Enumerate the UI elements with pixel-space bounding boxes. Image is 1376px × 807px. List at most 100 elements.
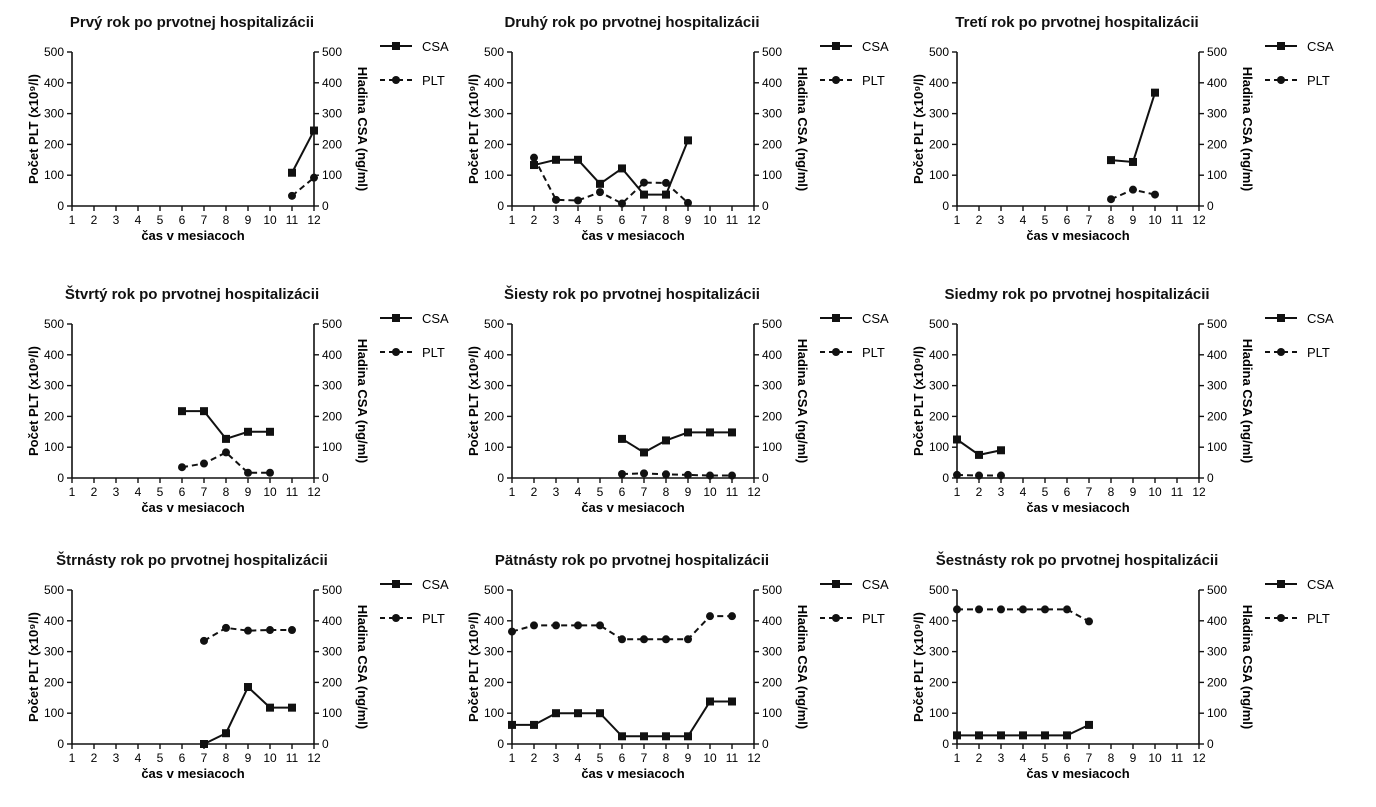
x-tick-label: 8 [663,213,670,227]
csa-point [975,731,983,740]
y-tick-label: 500 [484,317,504,331]
legend-marker-plt [392,348,400,356]
y-tick-label: 400 [484,348,504,362]
csa-point [684,136,692,145]
legend-marker-plt [1277,76,1285,84]
plt-point [997,471,1005,480]
plt-point [1107,195,1115,204]
x-tick-label: 1 [509,213,516,227]
csa-point [596,179,604,188]
chart-title: Pätnásty rok po prvotnej hospitalizácii [494,552,770,569]
x-tick-label: 3 [113,751,120,765]
plt-point [552,195,560,204]
y-tick-label: 400 [929,76,949,90]
y-tick-label: 400 [484,76,504,90]
x-tick-label: 12 [747,485,761,499]
x-tick-label: 9 [245,751,252,765]
y2-tick-label: 100 [1207,706,1227,720]
y2-tick-label: 400 [322,76,342,90]
x-tick-label: 3 [553,213,560,227]
x-tick-label: 9 [685,213,692,227]
x-tick-label: 10 [703,485,717,499]
x-tick-label: 1 [69,213,76,227]
y-axis-label: Počet PLT (x10⁹/l) [466,74,481,184]
plt-point [288,191,296,200]
csa-point [244,683,252,692]
chart-title: Štvrtý rok po prvotnej hospitalizácii [64,286,320,303]
x-tick-label: 5 [1042,751,1049,765]
legend-label-csa: CSA [1307,577,1334,592]
y2-tick-label: 500 [322,583,342,597]
y-tick-label: 0 [942,471,949,485]
y-tick-label: 0 [942,199,949,213]
series-line-plt [181,451,270,474]
legend-label-csa: CSA [422,39,449,54]
series-line-plt [621,472,732,477]
y2-tick-label: 200 [322,675,342,689]
y2-tick-label: 500 [1207,317,1227,331]
y-tick-label: 200 [484,675,504,689]
x-tick-label: 1 [954,751,961,765]
legend-marker-plt [832,614,840,622]
x-tick-label: 12 [307,751,321,765]
y2-tick-label: 400 [1207,76,1227,90]
plt-point [953,470,961,479]
csa-point [200,407,208,416]
y2-tick-label: 300 [322,645,342,659]
x-tick-label: 3 [998,213,1005,227]
csa-point [530,161,538,170]
x-tick-label: 8 [663,485,670,499]
x-tick-label: 5 [157,751,164,765]
x-tick-label: 11 [1171,213,1184,227]
x-tick-label: 10 [703,213,717,227]
plt-point [244,626,252,635]
x-tick-label: 2 [91,485,98,499]
x-axis-label: čas v mesiacoch [1026,500,1129,515]
x-axis-label: čas v mesiacoch [141,500,244,515]
plt-point [178,463,186,472]
y2-tick-label: 400 [1207,348,1227,362]
csa-point [310,126,318,135]
legend-label-plt: PLT [1307,345,1330,360]
y2-tick-label: 500 [1207,45,1227,59]
legend-marker-csa [392,580,400,588]
plt-point [684,198,692,207]
y-axis-label: Počet PLT (x10⁹/l) [26,612,41,722]
y2-tick-label: 100 [762,168,782,182]
y2-tick-label: 0 [1207,737,1214,751]
x-tick-label: 6 [179,213,186,227]
y2-tick-label: 0 [1207,471,1214,485]
plt-point [640,178,648,187]
plt-point [640,469,648,478]
x-tick-label: 1 [69,751,76,765]
y2-tick-label: 0 [762,471,769,485]
chart-title: Prvý rok po prvotnej hospitalizácii [69,14,315,31]
y2-tick-label: 400 [762,614,782,628]
legend-marker-csa [832,314,840,322]
x-tick-label: 7 [641,485,648,499]
csa-point [244,427,252,436]
y-tick-label: 300 [44,645,64,659]
series-line-csa [621,431,732,454]
y-tick-label: 0 [57,199,64,213]
legend-label-csa: CSA [1307,39,1334,54]
legend-label-csa: CSA [862,39,889,54]
x-tick-label: 3 [998,485,1005,499]
y-tick-label: 200 [929,675,949,689]
csa-point [953,731,961,740]
csa-point [1129,157,1137,166]
y2-axis-label: Hladina CSA (ng/ml) [355,67,370,191]
csa-point [288,168,296,177]
legend-label-plt: PLT [422,345,445,360]
y-tick-label: 200 [44,137,64,151]
chart-panel: Šestnásty rok po prvotnej hospitalizácii… [911,552,1365,807]
x-tick-label: 10 [1148,485,1162,499]
y-tick-label: 300 [484,379,504,393]
y2-tick-label: 300 [762,645,782,659]
x-tick-label: 5 [597,485,604,499]
y2-tick-label: 500 [762,317,782,331]
series-line-csa [291,130,315,174]
